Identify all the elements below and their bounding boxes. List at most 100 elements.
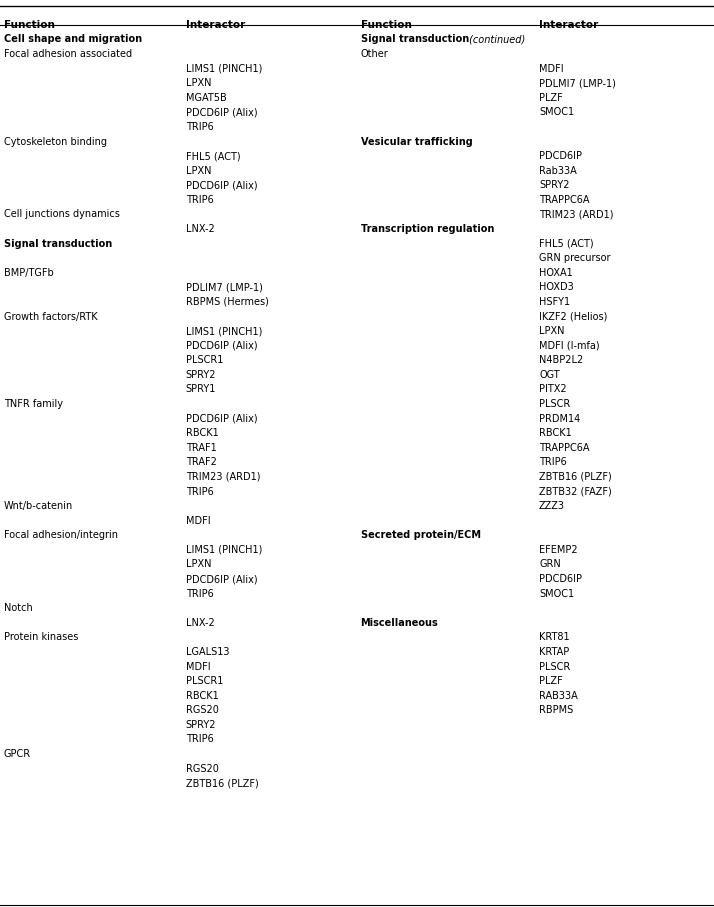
Text: KRTAP: KRTAP xyxy=(539,647,569,657)
Text: ZBTB16 (PLZF): ZBTB16 (PLZF) xyxy=(186,778,258,788)
Text: Signal transduction: Signal transduction xyxy=(4,239,112,249)
Text: TRIP6: TRIP6 xyxy=(186,122,213,132)
Text: PLZF: PLZF xyxy=(539,93,563,102)
Text: LIMS1 (PINCH1): LIMS1 (PINCH1) xyxy=(186,327,262,336)
Text: SPRY1: SPRY1 xyxy=(186,385,216,395)
Text: HOXD3: HOXD3 xyxy=(539,282,574,292)
Text: SPRY2: SPRY2 xyxy=(186,720,216,730)
Text: PDCD6IP (Alix): PDCD6IP (Alix) xyxy=(186,180,257,190)
Text: FHL5 (ACT): FHL5 (ACT) xyxy=(539,239,594,249)
Text: HSFY1: HSFY1 xyxy=(539,297,570,307)
Text: LPXN: LPXN xyxy=(186,78,211,88)
Text: Function: Function xyxy=(4,20,54,30)
Text: Wnt/b-catenin: Wnt/b-catenin xyxy=(4,502,73,512)
Text: HOXA1: HOXA1 xyxy=(539,268,573,278)
Text: Transcription regulation: Transcription regulation xyxy=(361,224,494,234)
Text: KRT81: KRT81 xyxy=(539,632,570,642)
Text: TRAF2: TRAF2 xyxy=(186,457,216,467)
Text: GRN: GRN xyxy=(539,560,560,570)
Text: Growth factors/RTK: Growth factors/RTK xyxy=(4,311,97,322)
Text: SMOC1: SMOC1 xyxy=(539,589,574,599)
Text: Function: Function xyxy=(361,20,411,30)
Text: LPXN: LPXN xyxy=(186,560,211,570)
Text: Interactor: Interactor xyxy=(539,20,598,30)
Text: PLSCR1: PLSCR1 xyxy=(186,676,223,686)
Text: LIMS1 (PINCH1): LIMS1 (PINCH1) xyxy=(186,545,262,555)
Text: PLSCR: PLSCR xyxy=(539,661,570,671)
Text: PLZF: PLZF xyxy=(539,676,563,686)
Text: GRN precursor: GRN precursor xyxy=(539,253,610,263)
Text: TRIM23 (ARD1): TRIM23 (ARD1) xyxy=(186,472,260,482)
Text: TRIP6: TRIP6 xyxy=(186,589,213,599)
Text: LNX-2: LNX-2 xyxy=(186,224,214,234)
Text: Notch: Notch xyxy=(4,603,32,613)
Text: Signal transduction: Signal transduction xyxy=(361,34,469,44)
Text: SPRY2: SPRY2 xyxy=(186,370,216,380)
Text: TRAPPC6A: TRAPPC6A xyxy=(539,443,590,453)
Text: GPCR: GPCR xyxy=(4,749,31,759)
Text: MDFI (I-mfa): MDFI (I-mfa) xyxy=(539,341,600,351)
Text: MGAT5B: MGAT5B xyxy=(186,93,226,102)
Text: ZBTB16 (PLZF): ZBTB16 (PLZF) xyxy=(539,472,612,482)
Text: TNFR family: TNFR family xyxy=(4,399,63,409)
Text: PITX2: PITX2 xyxy=(539,385,567,395)
Text: Rab33A: Rab33A xyxy=(539,166,577,176)
Text: RAB33A: RAB33A xyxy=(539,691,578,701)
Text: TRIP6: TRIP6 xyxy=(186,735,213,745)
Text: LPXN: LPXN xyxy=(539,327,565,336)
Text: MDFI: MDFI xyxy=(186,516,210,526)
Text: Focal adhesion associated: Focal adhesion associated xyxy=(4,49,131,59)
Text: MDFI: MDFI xyxy=(539,63,563,73)
Text: Secreted protein/ECM: Secreted protein/ECM xyxy=(361,531,481,541)
Text: LIMS1 (PINCH1): LIMS1 (PINCH1) xyxy=(186,63,262,73)
Text: RBCK1: RBCK1 xyxy=(186,428,218,438)
Text: MDFI: MDFI xyxy=(186,661,210,671)
Text: Vesicular trafficking: Vesicular trafficking xyxy=(361,137,473,147)
Text: Cell junctions dynamics: Cell junctions dynamics xyxy=(4,210,119,219)
Text: PDCD6IP: PDCD6IP xyxy=(539,574,582,584)
Text: PDCD6IP: PDCD6IP xyxy=(539,151,582,161)
Text: PLSCR: PLSCR xyxy=(539,399,570,409)
Text: TRAF1: TRAF1 xyxy=(186,443,216,453)
Text: Other: Other xyxy=(361,49,388,59)
Text: Cell shape and migration: Cell shape and migration xyxy=(4,34,141,44)
Text: N4BP2L2: N4BP2L2 xyxy=(539,356,583,366)
Text: OGT: OGT xyxy=(539,370,560,380)
Text: PDLMI7 (LMP-1): PDLMI7 (LMP-1) xyxy=(539,78,616,88)
Text: TRIP6: TRIP6 xyxy=(186,486,213,496)
Text: TRIP6: TRIP6 xyxy=(186,195,213,205)
Text: TRIP6: TRIP6 xyxy=(539,457,567,467)
Text: ZBTB32 (FAZF): ZBTB32 (FAZF) xyxy=(539,486,612,496)
Text: Interactor: Interactor xyxy=(186,20,245,30)
Text: SPRY2: SPRY2 xyxy=(539,180,570,190)
Text: EFEMP2: EFEMP2 xyxy=(539,545,578,555)
Text: LGALS13: LGALS13 xyxy=(186,647,229,657)
Text: RBPMS: RBPMS xyxy=(539,706,573,716)
Text: TRAPPC6A: TRAPPC6A xyxy=(539,195,590,205)
Text: SMOC1: SMOC1 xyxy=(539,107,574,117)
Text: Miscellaneous: Miscellaneous xyxy=(361,618,438,628)
Text: PDCD6IP (Alix): PDCD6IP (Alix) xyxy=(186,341,257,351)
Text: PDCD6IP (Alix): PDCD6IP (Alix) xyxy=(186,107,257,117)
Text: ZZZ3: ZZZ3 xyxy=(539,502,565,512)
Text: LNX-2: LNX-2 xyxy=(186,618,214,628)
Text: RGS20: RGS20 xyxy=(186,764,218,774)
Text: PDCD6IP (Alix): PDCD6IP (Alix) xyxy=(186,574,257,584)
Text: Protein kinases: Protein kinases xyxy=(4,632,78,642)
Text: (continued): (continued) xyxy=(466,34,526,44)
Text: RBPMS (Hermes): RBPMS (Hermes) xyxy=(186,297,268,307)
Text: BMP/TGFb: BMP/TGFb xyxy=(4,268,54,278)
Text: Cytoskeleton binding: Cytoskeleton binding xyxy=(4,137,106,147)
Text: FHL5 (ACT): FHL5 (ACT) xyxy=(186,151,241,161)
Text: LPXN: LPXN xyxy=(186,166,211,176)
Text: PDLIM7 (LMP-1): PDLIM7 (LMP-1) xyxy=(186,282,263,292)
Text: PRDM14: PRDM14 xyxy=(539,414,580,424)
Text: RGS20: RGS20 xyxy=(186,706,218,716)
Text: Focal adhesion/integrin: Focal adhesion/integrin xyxy=(4,531,118,541)
Text: RBCK1: RBCK1 xyxy=(186,691,218,701)
Text: IKZF2 (Helios): IKZF2 (Helios) xyxy=(539,311,608,322)
Text: TRIM23 (ARD1): TRIM23 (ARD1) xyxy=(539,210,613,219)
Text: PLSCR1: PLSCR1 xyxy=(186,356,223,366)
Text: PDCD6IP (Alix): PDCD6IP (Alix) xyxy=(186,414,257,424)
Text: RBCK1: RBCK1 xyxy=(539,428,572,438)
